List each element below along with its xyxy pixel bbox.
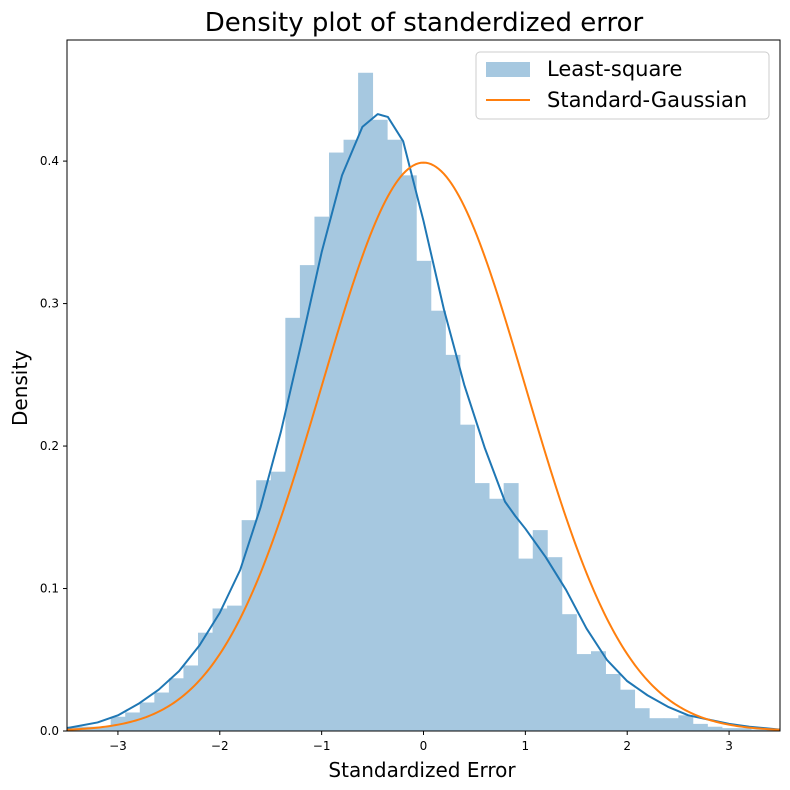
x-tick-label: −2	[211, 739, 229, 753]
histogram-bar	[663, 718, 679, 731]
x-axis-label: Standardized Error	[328, 758, 516, 782]
x-tick-label: 3	[725, 739, 733, 753]
chart-title: Density plot of standerdized error	[205, 8, 644, 38]
x-tick-label: 2	[623, 739, 631, 753]
legend-box	[475, 51, 770, 120]
x-tick-label: 0	[420, 739, 428, 753]
histogram-bar	[197, 632, 213, 731]
histogram-bar	[736, 728, 752, 731]
x-tick-label: 1	[522, 739, 530, 753]
histogram-bar	[299, 265, 315, 731]
x-tick-label: −1	[313, 739, 331, 753]
histogram-bar	[721, 728, 737, 731]
histogram-bar	[445, 354, 461, 731]
histogram-bar	[489, 498, 505, 731]
histogram-bar	[692, 723, 708, 731]
histogram-bar	[96, 726, 112, 731]
histogram-bar	[561, 614, 577, 731]
histogram-bar	[168, 678, 184, 731]
histogram-bar	[241, 520, 257, 731]
histogram-bar	[503, 483, 519, 731]
histogram-bar	[605, 674, 621, 731]
histogram-bar	[576, 654, 592, 731]
histogram-bar	[751, 729, 767, 731]
histogram-bar	[358, 72, 374, 732]
histogram-bar	[459, 424, 475, 731]
histogram-bar	[401, 175, 417, 731]
histogram-bar	[387, 139, 403, 732]
histogram-bar	[649, 718, 665, 731]
histogram-bar	[620, 689, 636, 731]
histogram-bar	[416, 260, 432, 731]
legend: Least-square Standard-Gaussian	[475, 51, 770, 120]
histogram-bar	[343, 139, 359, 732]
y-axis-ticks: 0.0 0.1 0.2 0.3 0.4	[40, 154, 67, 738]
histogram-bar	[634, 708, 650, 731]
histogram-bar	[183, 665, 199, 731]
y-tick-label: 0.0	[40, 724, 59, 738]
y-tick-label: 0.2	[40, 439, 59, 453]
histogram-bar	[372, 119, 388, 731]
histogram-bar	[212, 608, 228, 731]
x-axis-ticks: −3 −2 −1 0 1 2 3	[109, 731, 733, 753]
gaussian-line-standard-gaussian	[66, 161, 781, 731]
y-tick-label: 0.4	[40, 154, 59, 168]
y-tick-label: 0.1	[40, 582, 59, 596]
kde-line-least-square	[66, 113, 781, 731]
x-tick-label: −3	[109, 739, 127, 753]
y-axis-label: Density	[8, 350, 32, 426]
histogram-bar	[256, 480, 272, 731]
histogram-bar	[328, 152, 344, 732]
density-lines	[66, 113, 781, 731]
y-tick-label: 0.3	[40, 297, 59, 311]
histogram-bar	[590, 651, 606, 731]
histogram-bar	[285, 317, 301, 731]
histogram-bar	[314, 216, 330, 732]
legend-swatch-least-square	[486, 62, 530, 77]
histogram-bar	[227, 605, 243, 731]
histogram-bar	[532, 530, 548, 731]
legend-label-standard-gaussian: Standard-Gaussian	[547, 88, 747, 112]
histogram-bar	[518, 558, 534, 731]
histogram-bar	[547, 557, 563, 731]
histogram-bar	[154, 692, 170, 731]
histogram-bar	[678, 715, 694, 731]
histogram-bar	[707, 726, 723, 731]
histogram-bar	[430, 310, 446, 731]
histogram-bar	[474, 483, 490, 731]
legend-label-least-square: Least-square	[547, 57, 682, 81]
